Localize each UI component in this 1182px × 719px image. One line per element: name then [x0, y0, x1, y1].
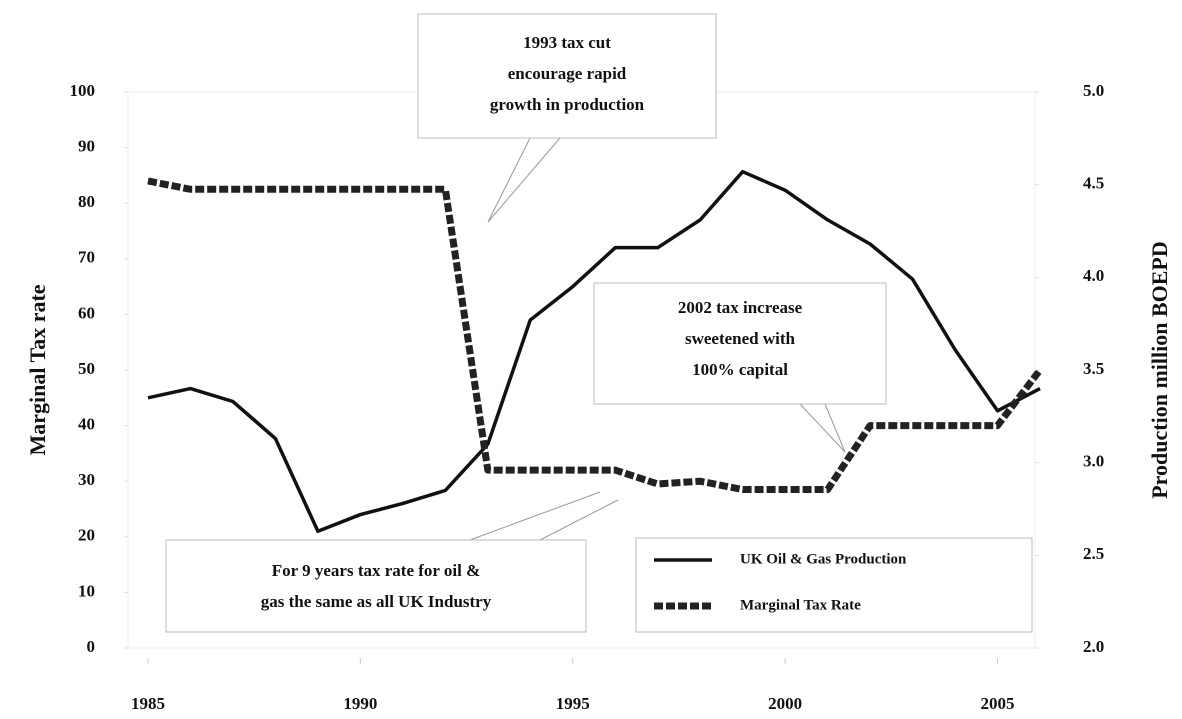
annotation-box	[165, 539, 587, 633]
y2-tick-label: 2.0	[1083, 637, 1104, 656]
annotation-text: encourage rapid	[508, 64, 627, 83]
y-tick-label: 80	[78, 192, 95, 211]
annotation-text: 100% capital	[692, 360, 788, 379]
annotation-text: sweetened with	[685, 329, 796, 348]
y-tick-label: 90	[78, 137, 95, 156]
y-tick-label: 60	[78, 303, 95, 322]
x-tick-label: 1995	[556, 694, 590, 713]
annotation-text: For 9 years tax rate for oil &	[272, 561, 481, 580]
series-line	[147, 169, 1041, 533]
y-tick-label: 50	[78, 359, 95, 378]
legend-label: Marginal Tax Rate	[740, 597, 861, 613]
legend-entries: UK Oil & Gas Production Marginal Tax Rate	[654, 551, 907, 613]
annotation-text: 1993 tax cut	[523, 33, 611, 52]
y-tick-label: 40	[78, 415, 95, 434]
y2-tick-label: 3.5	[1083, 359, 1104, 378]
y2-tick-label: 5.0	[1083, 81, 1104, 100]
marks	[147, 169, 1043, 533]
y-tick-label: 100	[70, 81, 96, 100]
y2-tick-label: 3.0	[1083, 452, 1104, 471]
y2-tick-label: 2.5	[1083, 544, 1104, 563]
y-tick-label: 20	[78, 526, 95, 545]
x-tick-label: 2000	[768, 694, 802, 713]
y-tick-label: 70	[78, 248, 95, 267]
pointer	[469, 491, 619, 541]
y-tick-label: 30	[78, 470, 95, 489]
annotation-text: growth in production	[490, 95, 645, 114]
annotation-box	[593, 282, 887, 405]
y-tick-label: 10	[78, 581, 95, 600]
y2-tick-label: 4.5	[1083, 174, 1104, 193]
pointer	[487, 137, 561, 223]
legend-label: UK Oil & Gas Production	[740, 551, 907, 567]
x-tick-label: 1990	[343, 694, 377, 713]
annotation-text: 2002 tax increase	[678, 298, 803, 317]
legend	[635, 537, 1033, 633]
annotation-box	[417, 13, 717, 139]
annotation-text: gas the same as all UK Industry	[261, 592, 492, 611]
series-line	[147, 177, 1043, 494]
y-tick-label: 0	[87, 637, 96, 656]
x-tick-label: 1985	[131, 694, 165, 713]
y-axis-label: Marginal Tax rate	[25, 284, 50, 455]
y2-axis-label: Production million BOEPD	[1147, 241, 1172, 499]
x-tick-label: 2005	[981, 694, 1015, 713]
y2-tick-label: 4.0	[1083, 266, 1104, 285]
pointer	[799, 403, 846, 453]
